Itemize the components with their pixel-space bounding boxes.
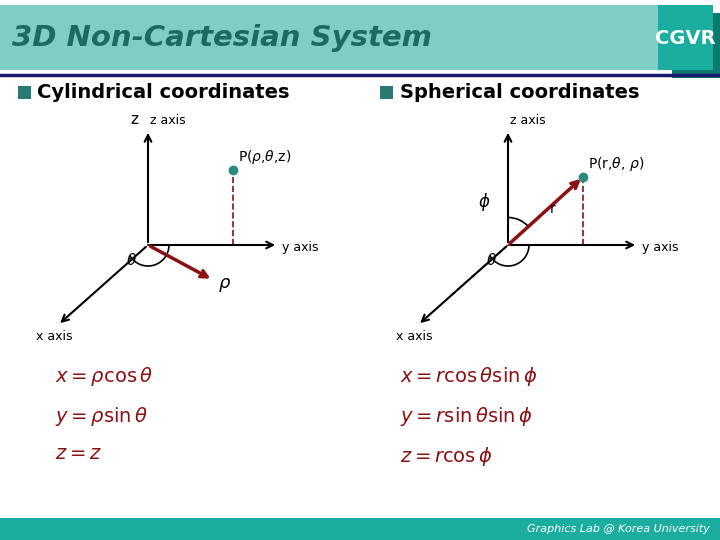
Text: z: z [130, 112, 138, 127]
Bar [658, 5, 713, 70]
Text: y axis: y axis [282, 240, 318, 253]
Bar [380, 86, 393, 99]
Bar [18, 86, 31, 99]
Text: r: r [550, 202, 556, 216]
Text: 3D Non-Cartesian System: 3D Non-Cartesian System [12, 24, 432, 52]
Bar [0, 518, 720, 540]
Text: $z = z$: $z = z$ [55, 445, 102, 463]
Text: CGVR: CGVR [654, 29, 715, 48]
Text: $\theta$: $\theta$ [126, 252, 137, 268]
Text: $\theta$: $\theta$ [486, 252, 497, 268]
Text: $x = r\cos\theta\sin\phi$: $x = r\cos\theta\sin\phi$ [400, 365, 537, 388]
Bar [0, 5, 668, 70]
Text: P($\rho$,$\theta$,z): P($\rho$,$\theta$,z) [238, 148, 292, 166]
Text: z axis: z axis [150, 114, 186, 127]
Text: $\rho$: $\rho$ [218, 276, 231, 294]
Text: $y = r\sin\theta\sin\phi$: $y = r\sin\theta\sin\phi$ [400, 405, 532, 428]
Text: x axis: x axis [36, 330, 72, 343]
Text: Cylindrical coordinates: Cylindrical coordinates [37, 84, 289, 103]
Text: $y = \rho \sin\theta$: $y = \rho \sin\theta$ [55, 405, 148, 428]
Text: y axis: y axis [642, 240, 678, 253]
Text: z axis: z axis [510, 114, 546, 127]
Text: Graphics Lab @ Korea University: Graphics Lab @ Korea University [527, 524, 710, 534]
Bar [672, 13, 720, 78]
Text: P(r,$\theta$, $\rho$): P(r,$\theta$, $\rho$) [588, 155, 644, 173]
Text: Spherical coordinates: Spherical coordinates [400, 84, 639, 103]
Text: $\phi$: $\phi$ [478, 191, 490, 213]
Text: x axis: x axis [396, 330, 432, 343]
Text: $x = \rho \cos\theta$: $x = \rho \cos\theta$ [55, 365, 153, 388]
Text: $z = r\cos\phi$: $z = r\cos\phi$ [400, 445, 492, 468]
